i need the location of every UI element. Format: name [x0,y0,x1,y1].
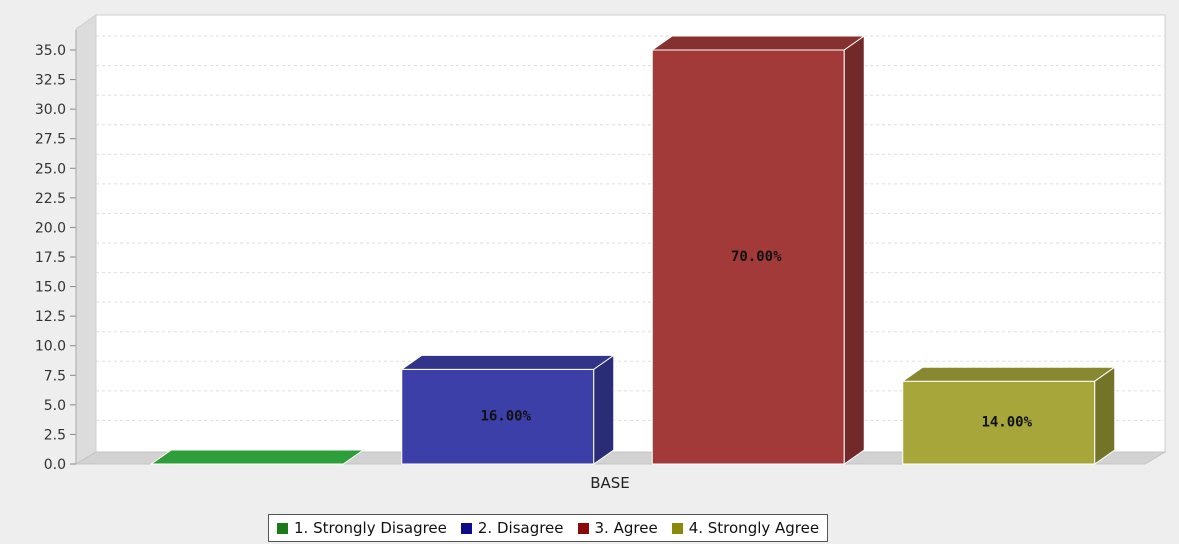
legend-item: 1. Strongly Disagree [277,519,447,537]
legend-item: 2. Disagree [460,519,564,537]
legend-swatch [577,522,589,534]
bar-chart: 0.0 2.5 5.0 7.5 10.0 12.5 15.0 17.5 20.0 22.5 25.0… [35,14,1167,492]
y-tick-label: 35.0 [35,43,66,59]
y-tick-label: 17.5 [35,250,66,266]
bar-top [650,35,866,51]
y-tick-label: 30.0 [35,102,66,118]
legend-label: 4. Strongly Agree [688,519,820,537]
y-tick-label: 22.5 [35,191,66,207]
bars [149,35,1117,465]
y-tick-label: 2.5 [44,427,66,443]
bar-top [149,449,365,465]
data-labels: 16.00% 70.00% 14.00% [480,249,1032,431]
plot-background [74,14,1167,465]
bar-3 [650,35,866,465]
legend: 1. Strongly Disagree 2. Disagree 3. Agree 4… [268,514,829,542]
bar-top [400,354,616,370]
legend-item: 4. Strongly Agree [671,519,820,537]
y-tick-label: 5.0 [44,398,66,414]
bar-front [651,49,845,465]
x-axis: BASE [590,474,630,492]
y-tick-label: 25.0 [35,161,66,177]
y-tick-label: 7.5 [44,368,66,384]
legend-swatch [460,522,472,534]
plot-side-wall [75,14,97,465]
bar-side [843,35,865,465]
x-category-label: BASE [590,474,630,492]
bar-data-label: 16.00% [480,409,531,425]
y-axis: 0.0 2.5 5.0 7.5 10.0 12.5 15.0 17.5 20.0 22.5 25.0… [35,30,77,473]
bar-4 [901,366,1117,465]
legend-label: 1. Strongly Disagree [294,519,447,537]
y-tick-label: 20.0 [35,220,66,236]
legend-label: 3. Agree [594,519,658,537]
y-tick-label: 10.0 [35,339,66,355]
bar-1 [149,449,365,465]
bar-2 [400,354,616,465]
bar-front [401,368,595,465]
legend-swatch [277,522,288,534]
y-tick-label: 27.5 [35,132,66,148]
bar-side [593,354,615,465]
y-tick-label: 32.5 [35,73,66,89]
bar-data-label: 14.00% [981,415,1032,431]
legend-item: 3. Agree [577,519,658,537]
legend-swatch [671,522,683,534]
legend-label: 2. Disagree [477,519,564,537]
bar-data-label: 70.00% [731,249,782,265]
bar-side [1094,366,1116,465]
bar-front [902,380,1096,465]
bar-top [901,366,1117,382]
y-tick-label: 0.0 [44,457,66,473]
y-tick-label: 15.0 [35,280,66,296]
y-tick-label: 12.5 [35,309,66,325]
